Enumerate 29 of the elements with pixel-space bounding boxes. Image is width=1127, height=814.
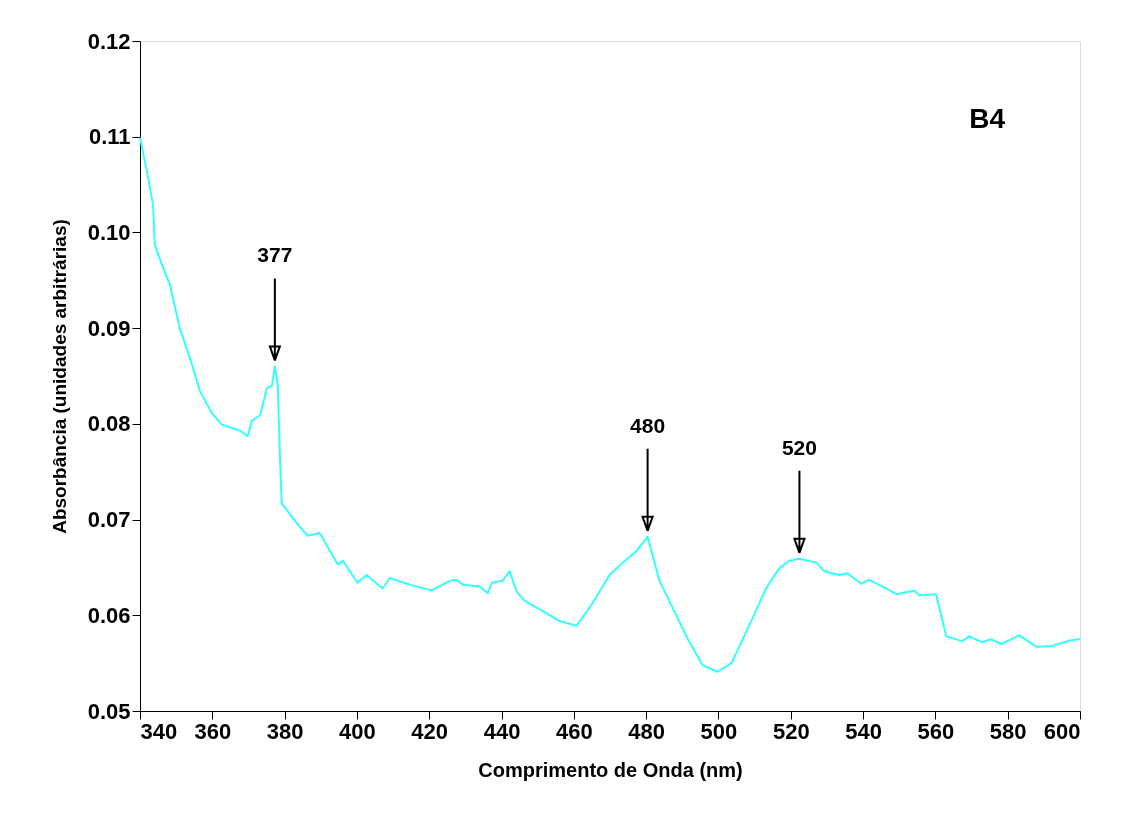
x-tick-label: 340 bbox=[140, 718, 178, 744]
annotation: B4 bbox=[969, 103, 1006, 134]
annotation: 480 bbox=[630, 413, 666, 437]
x-tick-label: 540 bbox=[845, 718, 882, 744]
y-tick-label: 0.11 bbox=[88, 124, 131, 150]
x-tick-label: 480 bbox=[628, 718, 666, 744]
x-axis-title: Comprimento de Onda (nm) bbox=[478, 758, 743, 781]
x-tick-label: 420 bbox=[411, 718, 449, 744]
y-axis-title: Absorbância (unidades arbitrárias) bbox=[48, 219, 70, 534]
x-tick-label: 400 bbox=[339, 718, 376, 744]
annotation: 520 bbox=[781, 435, 817, 459]
x-tick-label: 560 bbox=[917, 718, 955, 744]
y-tick-label: 0.10 bbox=[87, 219, 131, 245]
x-tick-label: 360 bbox=[194, 718, 232, 744]
y-tick-label: 0.05 bbox=[87, 698, 131, 724]
x-tick-label: 600 bbox=[1043, 718, 1081, 744]
y-tick-label: 0.08 bbox=[87, 411, 131, 437]
x-tick-label: 460 bbox=[555, 718, 593, 744]
y-tick-label: 0.06 bbox=[87, 602, 131, 628]
x-tick-label: 520 bbox=[772, 718, 810, 744]
y-tick-label: 0.12 bbox=[87, 28, 131, 54]
x-tick-label: 380 bbox=[266, 718, 304, 744]
x-tick-label: 580 bbox=[989, 718, 1027, 744]
x-tick-label: 440 bbox=[483, 718, 521, 744]
annotation: 377 bbox=[257, 243, 293, 267]
y-tick-label: 0.09 bbox=[87, 315, 131, 341]
line-series bbox=[139, 136, 1081, 673]
y-tick-label: 0.07 bbox=[87, 507, 131, 533]
x-tick-label: 500 bbox=[700, 718, 738, 744]
